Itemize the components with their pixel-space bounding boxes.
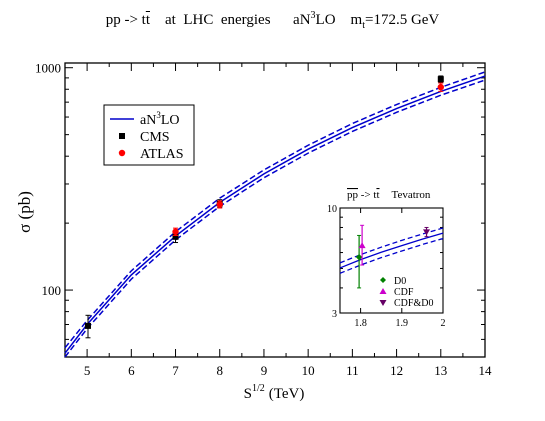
cms-data-point	[437, 76, 444, 83]
title-energies: at LHC energies	[165, 12, 271, 28]
x-tick-label: 8	[216, 363, 223, 378]
title-mass-prefix: m	[350, 12, 363, 28]
y-axis-label: σ (pb)	[15, 191, 34, 233]
inset-theory-lower-band-line	[339, 237, 444, 274]
x-tick-label: 13	[434, 363, 447, 378]
inset-data-points	[355, 224, 431, 289]
legend-atlas-marker	[118, 149, 126, 157]
title-tbar: t	[145, 12, 150, 28]
inset-title-tbar: t	[376, 189, 379, 201]
x-tick-label: 11	[346, 363, 359, 378]
inset-title-prefix: pp	[347, 189, 359, 201]
main-data-points	[84, 75, 444, 339]
title-mass-sub: t	[362, 20, 365, 31]
x-tick-label: 9	[261, 363, 268, 378]
inset-legend-cdfd0-label: CDF&D0	[394, 298, 433, 309]
inset-legend-d0-label: D0	[394, 276, 406, 287]
inset-x-tick-label: 2	[441, 318, 446, 329]
inset-legend-d0-marker	[380, 277, 386, 283]
x-axis-label-sup: 1/2	[252, 383, 265, 394]
title-process: pp -> t	[105, 12, 146, 28]
legend-theory-label-sup: 3	[156, 110, 161, 120]
inset: pp -> tt Tevatron 1.8 1.9 2 3 10 D0 CDF CDF&D…	[327, 189, 446, 329]
inset-legend: D0 CDF CDF&D0	[379, 276, 433, 309]
title-order-prefix: aN	[293, 12, 311, 28]
atlas-data-point	[437, 83, 444, 91]
x-tick-label: 10	[302, 363, 315, 378]
main-plot-frame	[64, 62, 486, 358]
title-mass-value: =172.5 GeV	[364, 12, 440, 28]
theory-lower-band-line	[64, 79, 486, 358]
inset-cdf-data-point	[358, 242, 366, 249]
inset-title: pp -> tt Tevatron	[347, 189, 431, 201]
theory-upper-band-line	[64, 71, 486, 349]
inset-x-tick-label: 1.8	[354, 318, 367, 329]
inset-legend-cdf-marker	[379, 288, 387, 294]
inset-title-suffix: Tevatron	[392, 189, 431, 201]
x-tick-label: 7	[172, 363, 179, 378]
x-axis-label-main: S	[244, 386, 252, 402]
x-tick-label: 14	[479, 363, 493, 378]
y-tick-label: 1000	[35, 61, 61, 76]
title-order-sup: 3	[310, 10, 316, 21]
x-tick-label: 5	[84, 363, 91, 378]
y-tick-label: 100	[42, 283, 62, 298]
main-theory-curves	[64, 71, 486, 358]
atlas-data-point	[216, 201, 223, 208]
inset-y-tick-label: 10	[327, 204, 337, 215]
inset-cdf-d0-data-point	[423, 229, 431, 236]
legend-cms-label: CMS	[140, 130, 170, 145]
legend: aN3LO CMS ATLAS	[103, 104, 195, 166]
inset-legend-cdfd0-marker	[379, 300, 387, 306]
inset-ticks: 1.8 1.9 2 3 10	[327, 204, 446, 329]
inset-theory-central-line	[339, 232, 444, 269]
theory-central-line	[64, 75, 486, 354]
legend-theory-label-main: aN	[140, 113, 156, 128]
legend-atlas-label: ATLAS	[140, 147, 184, 162]
legend-theory-label-suffix: LO	[161, 113, 180, 128]
inset-title-arrow: -> t	[358, 189, 376, 201]
cms-data-point	[172, 233, 179, 240]
title-order-suffix: LO	[315, 12, 336, 28]
x-axis-label: S1/2 (TeV)	[244, 383, 305, 402]
inset-d0-data-point	[355, 253, 363, 261]
cms-data-point	[84, 322, 91, 329]
inset-x-tick-label: 1.9	[396, 318, 409, 329]
chart-title: pp -> tt at LHC energies aN3LO mt=172.5 …	[0, 10, 545, 31]
x-tick-label: 6	[128, 363, 135, 378]
legend-cms-marker	[119, 133, 125, 139]
atlas-data-point	[172, 228, 179, 235]
inset-legend-cdf-label: CDF	[394, 287, 414, 298]
legend-theory-label: aN3LO	[140, 110, 180, 128]
main-ticks: 5 6 7 8 9 10 11 12 13 14 100 1000	[35, 61, 492, 378]
inset-y-tick-label: 3	[332, 309, 337, 320]
x-tick-label: 12	[390, 363, 403, 378]
x-axis-label-unit: (TeV)	[269, 386, 305, 402]
